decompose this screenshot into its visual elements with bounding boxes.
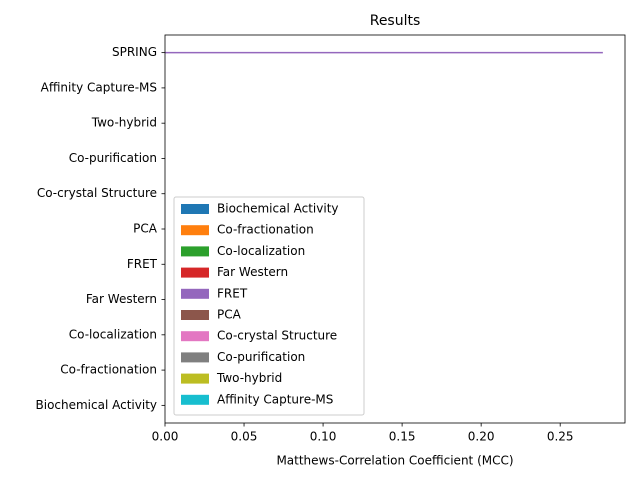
- x-axis-label: Matthews-Correlation Coefficient (MCC): [276, 454, 513, 468]
- legend-frame: [173, 196, 365, 416]
- x-tick-label: 0.25: [547, 430, 574, 444]
- x-tick-label: 0.10: [310, 430, 337, 444]
- y-tick-label: Co-purification: [69, 151, 157, 165]
- chart-title: Results: [370, 13, 421, 29]
- y-tick-label: FRET: [127, 257, 158, 271]
- x-tick-label: 0.00: [152, 430, 179, 444]
- y-tick-label: PCA: [133, 222, 158, 236]
- x-tick-label: 0.05: [231, 430, 258, 444]
- legend-label: PCA: [217, 308, 242, 322]
- legend-swatch: [181, 331, 209, 342]
- legend-label: Affinity Capture-MS: [217, 392, 333, 406]
- x-tick-label: 0.15: [389, 430, 416, 444]
- legend-swatch: [181, 288, 209, 299]
- legend-label: Biochemical Activity: [217, 202, 339, 216]
- legend-swatch: [181, 394, 209, 405]
- y-tick-label: Co-crystal Structure: [37, 186, 157, 200]
- x-tick-label: 0.20: [468, 430, 495, 444]
- y-tick-label: Biochemical Activity: [36, 398, 158, 412]
- legend-label: Co-fractionation: [217, 223, 314, 237]
- y-tick-label: Affinity Capture-MS: [41, 80, 157, 94]
- legend-label: Far Western: [217, 265, 288, 279]
- legend-swatch: [181, 204, 209, 214]
- legend-swatch: [181, 246, 209, 257]
- legend-swatch: [181, 267, 209, 278]
- legend-swatch: [181, 373, 209, 384]
- legend-swatch: [181, 352, 209, 363]
- y-tick-label: Two-hybrid: [91, 116, 157, 130]
- y-tick-label: Co-fractionation: [60, 363, 157, 377]
- legend-label: Co-purification: [217, 350, 305, 364]
- y-tick-label: SPRING: [112, 45, 157, 59]
- y-tick-label: Co-localization: [69, 327, 157, 341]
- legend-swatch: [181, 310, 209, 320]
- legend-swatch: [181, 225, 209, 236]
- legend-label: FRET: [217, 286, 248, 300]
- legend-label: Two-hybrid: [216, 371, 282, 385]
- bar: [165, 51, 603, 54]
- legend-label: Co-localization: [217, 244, 305, 258]
- legend: Biochemical Activity Co-fractionation Co-l…: [173, 196, 365, 416]
- legend-label: Co-crystal Structure: [217, 329, 337, 343]
- y-tick-label: Far Western: [86, 292, 157, 306]
